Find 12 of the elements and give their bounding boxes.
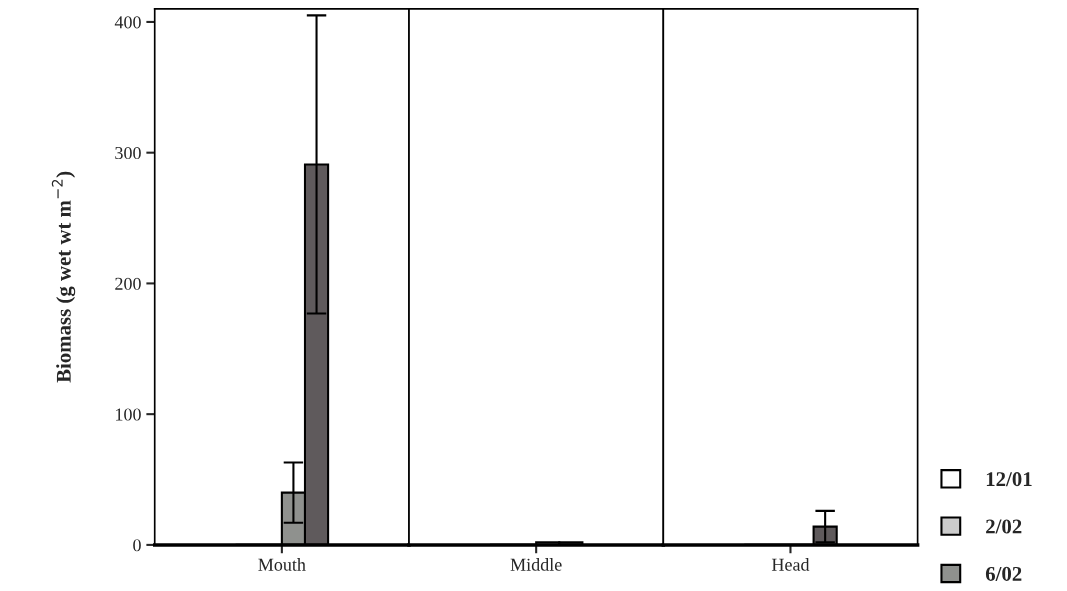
x-tick-label: Mouth [258,558,306,571]
x-tick-label: Head [771,558,810,571]
y-axis-title: Biomass (g wet wt m$^{−2}$) [51,171,76,383]
y-tick-label: 300 [115,146,141,160]
y-tick-label: 0 [133,539,141,552]
y-tick-label: 400 [114,16,141,29]
legend-label: 12/01 [986,472,1032,487]
y-tick-label: 100 [116,408,141,421]
legend-label: 6/02 [985,566,1022,581]
legend-label: 2/02 [986,519,1022,534]
x-tick-label: Middle [510,558,562,571]
y-tick-label: 200 [115,277,141,290]
